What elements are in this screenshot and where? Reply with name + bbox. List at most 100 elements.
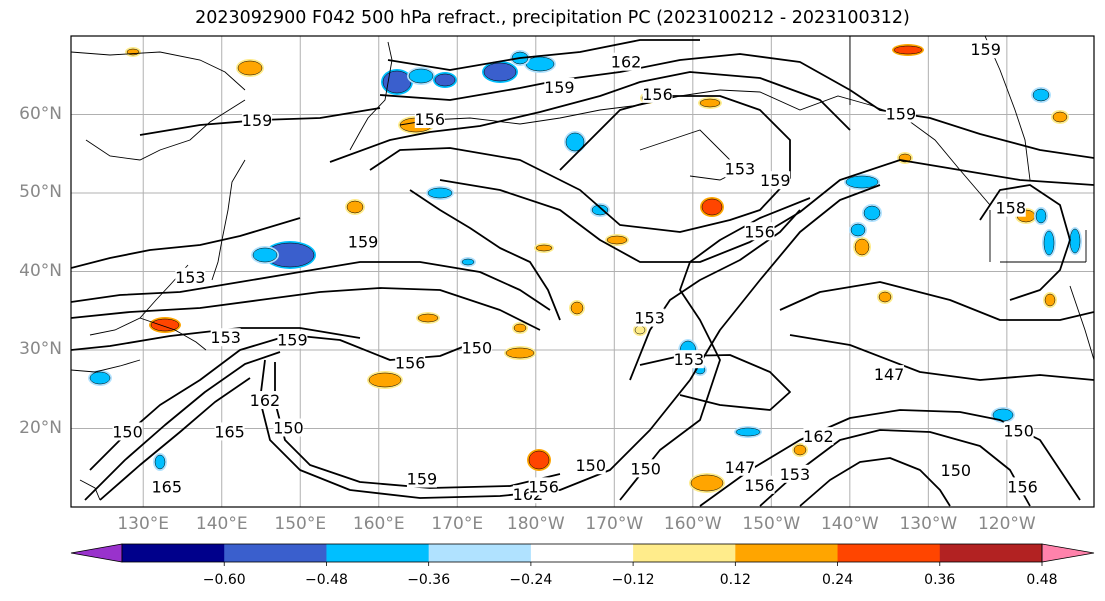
precipitation-patch: [150, 318, 180, 332]
contour-label: 153: [210, 328, 241, 347]
coastline: [211, 159, 246, 281]
refractivity-contour: [629, 209, 801, 381]
contour-label-mask: [744, 475, 775, 494]
contour-label-mask: [242, 110, 273, 129]
contour-label: 150: [630, 459, 661, 478]
colorbar-frame: [121, 543, 1043, 563]
contour-label: 156: [395, 353, 426, 372]
precipitation-patch: [1032, 88, 1050, 102]
contour-label-mask: [210, 328, 241, 347]
precipitation-patch: [535, 244, 553, 252]
precipitation-patch: [505, 347, 535, 359]
precipitation-patch: [701, 198, 723, 216]
contour-label-mask: [273, 418, 304, 437]
precipitation-patch: [1035, 208, 1047, 224]
contour-label: 156: [642, 85, 673, 104]
refractivity-contour: [387, 39, 700, 71]
map-frame: [70, 35, 1095, 508]
longitude-label: 160°W: [663, 514, 722, 534]
contour-label: 159: [348, 232, 379, 251]
contour-label: 158: [996, 199, 1027, 218]
precipitation-patch: [483, 62, 517, 82]
precipitation-shading: [88, 44, 1082, 493]
colorbar-segment: [326, 544, 430, 562]
contour-label-mask: [1003, 421, 1034, 440]
contour-label: 150: [1003, 422, 1034, 441]
contour-label: 150: [575, 456, 606, 475]
colorbar-tick-label: −0.12: [611, 572, 655, 588]
contour-label-mask: [634, 308, 665, 327]
contour-label: 156: [1007, 477, 1038, 496]
colorbar-segment: [122, 544, 225, 562]
precipitation-patch: [408, 68, 434, 84]
contour-label-mask: [175, 267, 206, 286]
latitude-label: 40°N: [19, 260, 62, 281]
precipitation-patch: [252, 247, 278, 263]
colorbar-extend-low: [70, 543, 123, 563]
colorbar-tick-label: −0.24: [509, 572, 553, 588]
colorbar-segment: [633, 544, 736, 562]
longitude-label: 180°W: [506, 514, 565, 534]
contour-label: 162: [611, 53, 642, 72]
contour-label: 153: [634, 309, 665, 328]
contour-label: 150: [941, 461, 972, 480]
longitude-label: 130°W: [899, 514, 958, 534]
colorbar-segment: [224, 544, 327, 562]
refractivity-contour: [779, 281, 1094, 321]
contour-label: 162: [250, 391, 281, 410]
contour-label-mask: [970, 40, 1001, 59]
contour-label: 162: [803, 427, 834, 446]
refractivity-contour: [71, 327, 361, 351]
colorbar-tick-label: −0.60: [202, 572, 246, 588]
contour-label: 159: [407, 470, 438, 489]
longitude-label: 150°E: [274, 514, 327, 534]
contour-label-mask: [760, 171, 791, 190]
coastline: [639, 129, 741, 181]
map-title: 2023092900 F042 500 hPa refract., precip…: [195, 8, 910, 28]
refractivity-contour: [71, 217, 301, 269]
contour-label-mask: [151, 477, 182, 496]
contour-label-mask: [874, 365, 905, 384]
colorbar-tick-label: 0.12: [719, 572, 751, 588]
refractivity-contour: [84, 351, 281, 501]
refractivity-contour: [699, 409, 1081, 507]
colorbar-tick-label: 0.36: [924, 572, 956, 588]
refractivity-contour: [799, 457, 951, 507]
precipitation-patch: [525, 56, 555, 72]
precipitation-patch: [893, 45, 923, 55]
longitude-label: 150°W: [742, 514, 801, 534]
contour-label-mask: [575, 456, 606, 475]
precipitation-patch: [878, 291, 892, 303]
precipitation-patch: [1044, 293, 1056, 307]
longitude-label: 140°E: [195, 514, 248, 534]
coastline: [984, 36, 1031, 181]
longitude-label: 140°W: [820, 514, 879, 534]
coastlines: [71, 36, 1094, 501]
precipitation-patch: [154, 454, 166, 470]
contour-label-mask: [611, 52, 642, 71]
contour-label-mask: [724, 457, 755, 476]
contour-label-mask: [249, 391, 280, 410]
contour-label-mask: [461, 338, 492, 357]
refractivity-contour: [979, 184, 1071, 301]
contour-label-mask: [673, 350, 704, 369]
colorbar-segment: [837, 544, 941, 562]
contour-label: 147: [874, 365, 905, 384]
refractivity-contour: [619, 197, 811, 501]
contour-label-mask: [214, 422, 245, 441]
precipitation-patch: [513, 323, 527, 333]
contour-label-mask: [406, 469, 437, 488]
contour-label: 156: [744, 222, 775, 241]
longitude-label: 170°E: [431, 514, 484, 534]
colorbar-tick-label: −0.36: [407, 572, 451, 588]
precipitation-patch: [735, 427, 761, 437]
coastline: [71, 51, 246, 91]
precipitation-patch: [690, 474, 724, 492]
contour-label: 159: [242, 111, 273, 130]
longitude-label: 120°W: [977, 514, 1036, 534]
precipitation-patch: [854, 238, 870, 256]
precipitation-patch: [793, 444, 807, 456]
precipitation-patch: [434, 73, 456, 87]
contour-label-mask: [885, 104, 916, 123]
